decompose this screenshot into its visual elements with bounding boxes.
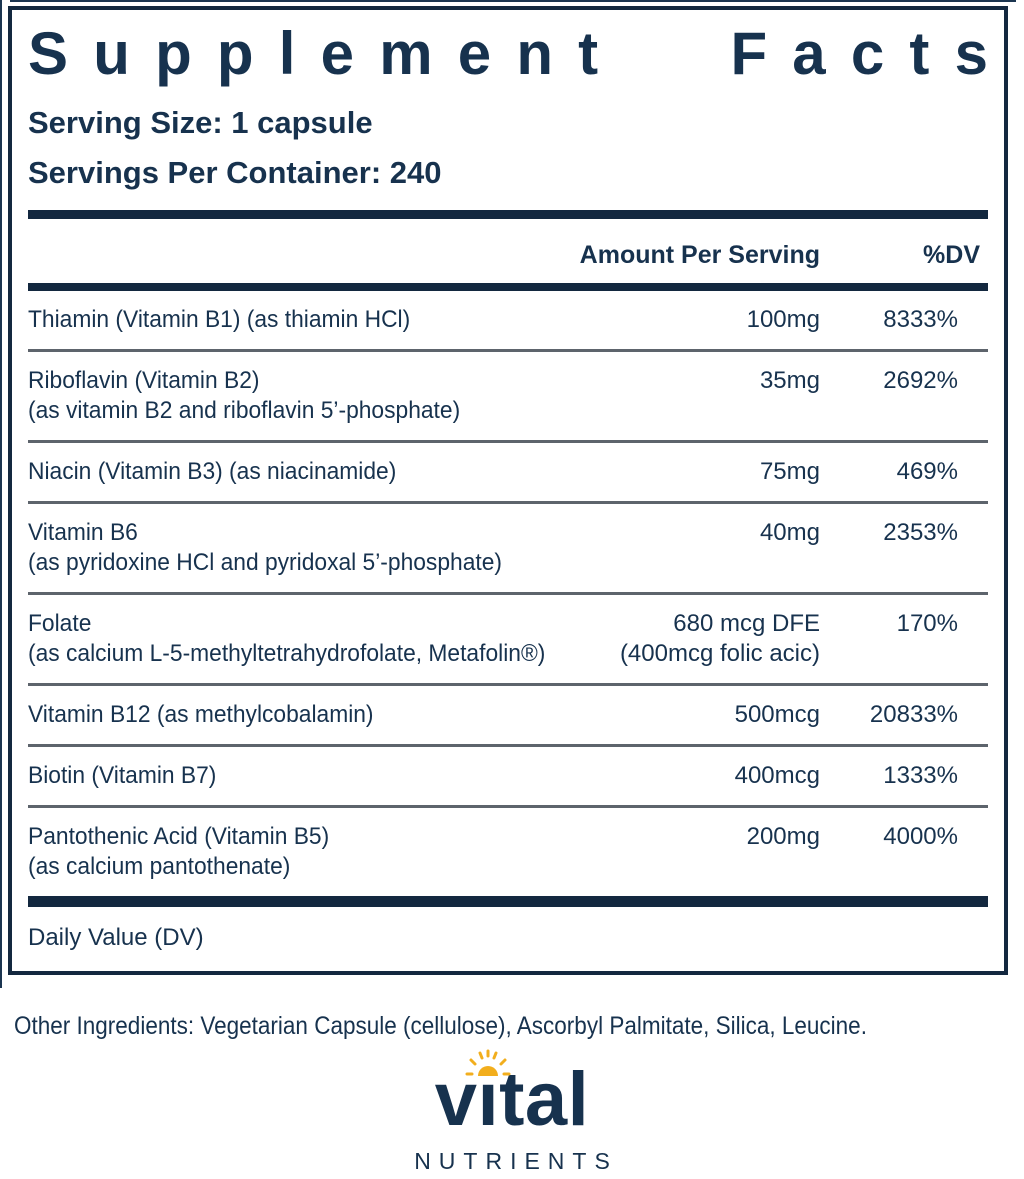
serving-size-text: Serving Size: 1 capsule — [28, 105, 373, 140]
nutrient-name: Vitamin B12 (as methylcobalamin) — [28, 701, 374, 728]
left-edge-line — [0, 0, 2, 988]
other-ingredients-text: Other Ingredients: Vegetarian Capsule (c… — [14, 1012, 867, 1040]
nutrient-name-sub: (as calcium pantothenate) — [28, 853, 291, 880]
table-header-row: Amount Per Serving %DV — [28, 219, 988, 283]
row-separator — [28, 592, 988, 595]
nutrient-name: Thiamin (Vitamin B1) (as thiamin HCl) — [28, 306, 411, 333]
table-row-thiamin: Thiamin (Vitamin B1) (as thiamin HCl) 10… — [28, 291, 988, 349]
servings-per-container-text: Servings Per Container: 240 — [28, 155, 442, 190]
nutrient-dv: 170% — [896, 610, 958, 637]
panel-title-word-2: Facts — [730, 20, 1014, 87]
nutrient-dv: 469% — [896, 458, 958, 485]
nutrient-dv: 4000% — [883, 823, 958, 850]
nutrient-amount-sub: (400mcg folic acic) — [619, 640, 820, 667]
nutrient-name-sub: (as pyridoxine HCl and pyridoxal 5’-phos… — [28, 549, 502, 576]
nutrient-name: Pantothenic Acid (Vitamin B5) — [28, 823, 330, 850]
logo-brand-text: v ıtal — [434, 1049, 590, 1143]
table-row-vitamin-b6: Vitamin B6 (as pyridoxine HCl and pyrido… — [28, 504, 988, 592]
header-divider-thick — [28, 283, 988, 291]
row-separator — [28, 440, 988, 443]
nutrient-name: Niacin (Vitamin B3) (as niacinamide) — [28, 458, 397, 485]
top-edge-line — [10, 0, 1016, 2]
logo-letter-v: v — [434, 1057, 478, 1142]
table-row-riboflavin: Riboflavin (Vitamin B2) (as vitamin B2 a… — [28, 352, 988, 440]
nutrient-name: Biotin (Vitamin B7) — [28, 762, 217, 789]
daily-value-note: Daily Value (DV) — [28, 924, 204, 951]
nutrient-name-sub: (as calcium L-5-methyltetrahydrofolate, … — [28, 640, 546, 667]
panel-title-word-1: Supplement — [28, 20, 624, 87]
footer-divider-thick — [28, 896, 988, 907]
logo-letters-tal: tal — [499, 1057, 590, 1142]
panel-title: Supplement Facts — [28, 22, 988, 85]
section-divider-thick — [28, 210, 988, 219]
table-row-biotin: Biotin (Vitamin B7) 400mcg 1333% — [28, 747, 988, 805]
nutrient-dv: 8333% — [883, 306, 958, 333]
vital-nutrients-logo: v ıtal NUTRIENTS — [0, 1049, 1024, 1175]
table-row-vitamin-b12: Vitamin B12 (as methylcobalamin) 500mcg … — [28, 686, 988, 744]
nutrient-name: Folate — [28, 610, 92, 637]
table-row-niacin: Niacin (Vitamin B3) (as niacinamide) 75m… — [28, 443, 988, 501]
nutrient-amount: 75mg — [759, 458, 820, 485]
row-separator — [28, 683, 988, 686]
nutrient-amount: 40mg — [759, 519, 820, 546]
supplement-facts-panel: Supplement Facts Serving Size: 1 capsule… — [8, 6, 1008, 975]
nutrient-amount: 100mg — [746, 306, 820, 333]
row-separator — [28, 805, 988, 808]
nutrient-dv: 2353% — [883, 519, 958, 546]
nutrient-amount: 680 mcg DFE — [673, 610, 820, 637]
nutrient-amount: 200mg — [746, 823, 820, 850]
header-percent-dv: %DV — [923, 241, 980, 269]
nutrient-dv: 2692% — [883, 367, 958, 394]
nutrient-dv: 1333% — [883, 762, 958, 789]
sun-icon — [465, 1049, 511, 1076]
nutrient-name: Riboflavin (Vitamin B2) — [28, 367, 260, 394]
nutrient-amount: 400mcg — [734, 762, 820, 789]
nutrient-dv: 20833% — [869, 701, 958, 728]
row-separator — [28, 744, 988, 747]
logo-subtext: NUTRIENTS — [414, 1148, 618, 1175]
logo-letter-i: ı — [465, 1049, 511, 1143]
table-row-folate: Folate (as calcium L-5-methyltetrahydrof… — [28, 595, 988, 683]
nutrient-amount: 35mg — [759, 367, 820, 394]
nutrient-name: Vitamin B6 — [28, 519, 138, 546]
row-separator — [28, 501, 988, 504]
nutrient-amount: 500mcg — [734, 701, 820, 728]
header-amount-per-serving: Amount Per Serving — [579, 241, 820, 269]
row-separator — [28, 349, 988, 352]
table-row-pantothenic-acid: Pantothenic Acid (Vitamin B5) (as calciu… — [28, 808, 988, 896]
nutrient-name-sub: (as vitamin B2 and riboflavin 5’-phospha… — [28, 397, 461, 424]
